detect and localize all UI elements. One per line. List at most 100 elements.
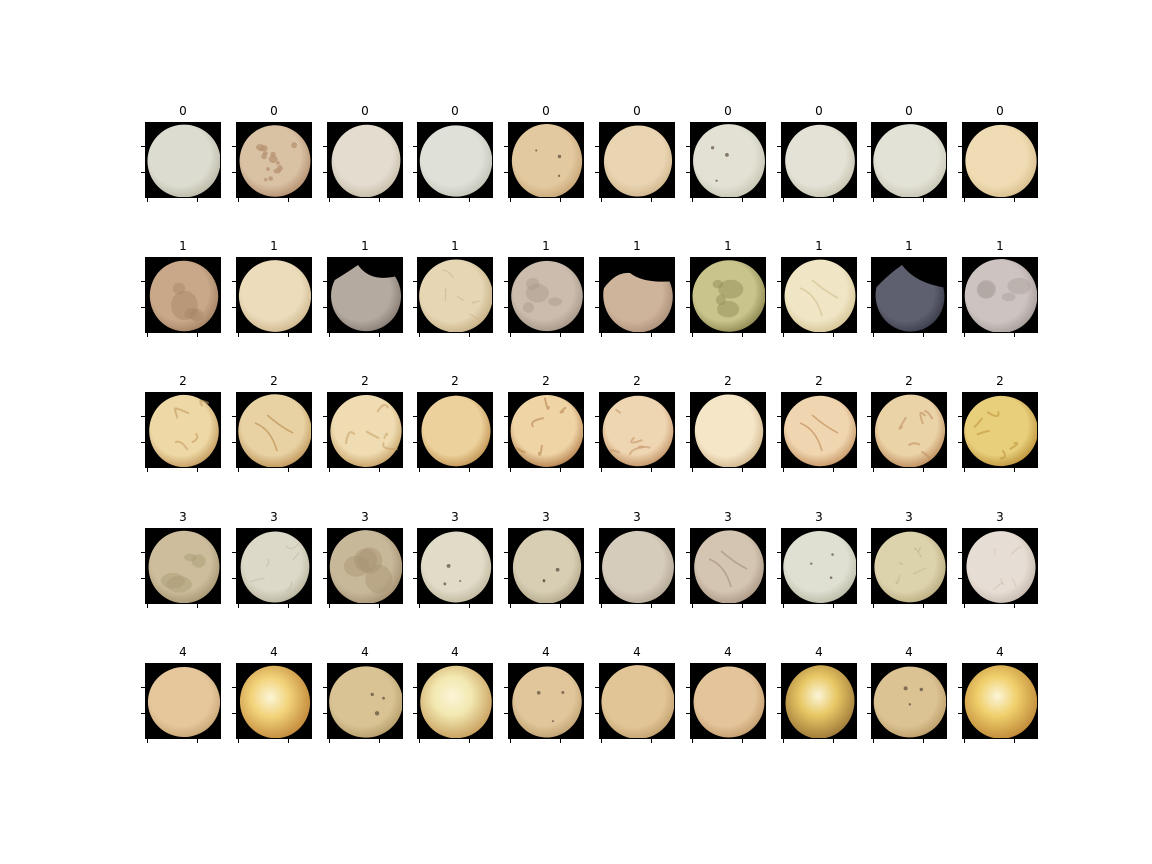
image-axes [417, 528, 493, 604]
y-tick [413, 172, 417, 173]
subplot-cell: 4 [686, 645, 766, 743]
x-tick [288, 604, 289, 608]
y-tick [686, 687, 690, 688]
sample-photo [694, 394, 764, 467]
x-tick [197, 198, 198, 202]
sample-photo [785, 124, 855, 197]
sample-photo [603, 125, 673, 197]
texture-line [630, 436, 643, 444]
x-tick [964, 604, 965, 608]
sample-photo [964, 665, 1037, 738]
sample-disc [420, 531, 492, 603]
subplot-cell: 4 [323, 645, 403, 743]
x-tick [783, 739, 784, 743]
blemish-mark [273, 168, 281, 174]
y-tick [777, 442, 781, 443]
subplot-cell: 3 [686, 510, 766, 608]
speck-mark [382, 696, 385, 700]
x-tick [1014, 468, 1015, 472]
texture-line [249, 577, 265, 583]
image-axes [962, 257, 1038, 333]
image-axes [962, 528, 1038, 604]
speck-mark [710, 146, 715, 150]
sample-disc [693, 124, 765, 197]
x-tick [197, 739, 198, 743]
x-tick [469, 468, 470, 472]
x-tick [783, 468, 784, 472]
subplot-title: 0 [451, 104, 459, 118]
sample-photo [601, 665, 674, 738]
blemish-mark [976, 280, 995, 299]
y-tick [141, 578, 145, 579]
x-tick [1014, 333, 1015, 337]
x-tick [147, 468, 148, 472]
image-axes [508, 122, 584, 198]
y-tick [232, 713, 236, 714]
y-tick [867, 146, 871, 147]
y-tick [958, 552, 962, 553]
sample-photo [602, 530, 674, 603]
sample-photo [511, 124, 583, 197]
x-tick [329, 604, 330, 608]
sample-photo [964, 395, 1037, 467]
x-tick [601, 333, 602, 337]
image-axes [327, 122, 403, 198]
x-tick [329, 333, 330, 337]
x-tick [510, 604, 511, 608]
speck-mark [829, 576, 833, 580]
x-tick [873, 739, 874, 743]
image-axes [599, 257, 675, 333]
crack-line [708, 550, 748, 588]
x-tick [560, 604, 561, 608]
subplot-cell: 2 [323, 374, 403, 472]
y-tick [867, 552, 871, 553]
speck-mark [715, 179, 718, 182]
speck-mark [903, 686, 908, 691]
speck-mark [536, 690, 541, 695]
y-tick [686, 146, 690, 147]
sample-photo [784, 259, 856, 332]
y-tick [777, 687, 781, 688]
x-tick [510, 333, 511, 337]
texture-line [382, 442, 398, 451]
sample-photo [512, 666, 582, 738]
y-tick [141, 307, 145, 308]
blemish-mark [353, 548, 378, 572]
x-tick [238, 333, 239, 337]
subplot-title: 2 [633, 374, 641, 388]
blemish-mark [357, 547, 383, 574]
blemish-mark [548, 297, 562, 307]
subplot-cell: 0 [141, 104, 221, 202]
blemish-mark [977, 279, 997, 299]
subplot-title: 3 [361, 510, 369, 524]
sample-disc [331, 124, 401, 197]
image-axes [599, 392, 675, 468]
x-tick [742, 468, 743, 472]
subplot-cell: 3 [777, 510, 857, 608]
sample-photo [872, 258, 946, 332]
y-tick [595, 713, 599, 714]
blemish-mark [365, 564, 393, 594]
sample-photo [965, 124, 1037, 197]
blemish-mark [264, 177, 268, 182]
texture-line [383, 432, 389, 440]
subplot-title: 2 [361, 374, 369, 388]
y-tick [232, 146, 236, 147]
x-tick [601, 198, 602, 202]
subplot-title: 1 [996, 239, 1004, 253]
y-tick [958, 687, 962, 688]
texture-line [895, 574, 901, 585]
x-tick [469, 333, 470, 337]
blemish-mark [522, 302, 535, 313]
texture-line [638, 445, 651, 449]
image-axes [236, 528, 312, 604]
sample-photo [148, 530, 220, 603]
subplot-title: 4 [633, 645, 641, 659]
x-tick [873, 333, 874, 337]
blemish-mark [525, 283, 549, 303]
subplot-title: 4 [179, 645, 187, 659]
subplot-cell: 4 [413, 645, 493, 743]
y-tick [141, 552, 145, 553]
image-axes [962, 663, 1038, 739]
